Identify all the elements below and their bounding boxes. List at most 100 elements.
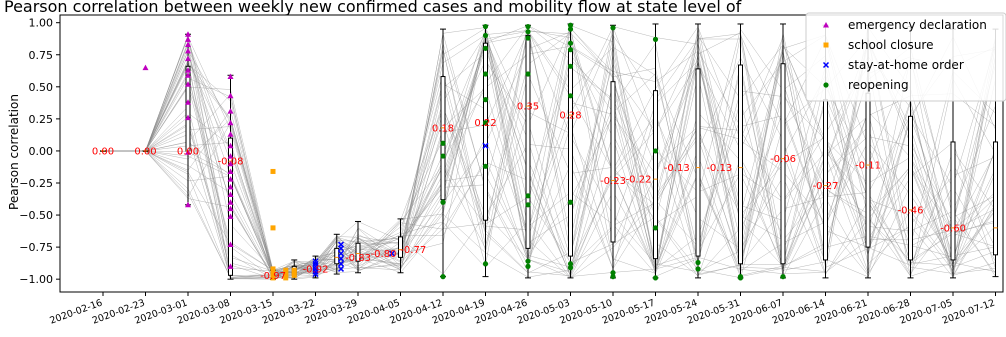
median-value-label: -0.13 bbox=[664, 163, 690, 174]
event-marker bbox=[482, 120, 489, 126]
state-line bbox=[103, 25, 996, 276]
median-value-label: 0.35 bbox=[517, 102, 539, 113]
legend: emergency declaration school closure stay-… bbox=[805, 12, 1006, 102]
event-marker bbox=[227, 73, 234, 80]
box-body bbox=[568, 49, 573, 257]
event-marker bbox=[227, 213, 234, 219]
event-marker bbox=[227, 191, 234, 198]
event-marker bbox=[337, 255, 345, 262]
box-body bbox=[738, 64, 743, 265]
event-marker bbox=[227, 153, 234, 159]
median-value-label: -0.46 bbox=[898, 205, 924, 216]
legend-entry: reopening bbox=[848, 78, 909, 92]
event-marker bbox=[227, 92, 234, 99]
event-marker bbox=[227, 108, 234, 114]
event-marker bbox=[227, 142, 234, 149]
median-value-label: -0.77 bbox=[400, 245, 426, 256]
y-tick-label: −0.75 bbox=[19, 241, 53, 254]
legend-entry: school closure bbox=[848, 38, 933, 52]
event-marker bbox=[652, 148, 659, 154]
event-marker bbox=[283, 270, 289, 276]
event-marker bbox=[695, 266, 701, 272]
box-body bbox=[950, 141, 956, 261]
event-marker bbox=[610, 270, 616, 276]
event-marker bbox=[525, 193, 531, 199]
event-marker bbox=[185, 99, 191, 105]
state-line bbox=[103, 30, 996, 275]
state-line bbox=[103, 27, 996, 275]
event-marker bbox=[227, 263, 234, 269]
median-value-label: 0.28 bbox=[559, 111, 581, 122]
event-marker bbox=[780, 274, 786, 280]
box-body bbox=[823, 99, 828, 261]
event-marker bbox=[185, 67, 191, 73]
median-value-label: -0.97 bbox=[260, 271, 286, 282]
event-marker bbox=[337, 265, 345, 272]
event-marker bbox=[440, 199, 446, 205]
event-marker bbox=[185, 114, 191, 121]
median-value-label: 0.00 bbox=[92, 146, 114, 157]
box-body bbox=[695, 68, 701, 257]
event-marker bbox=[482, 142, 489, 149]
chart-title: Pearson correlation between weekly new c… bbox=[4, 0, 742, 16]
event-marker bbox=[283, 272, 289, 278]
state-line bbox=[103, 32, 996, 276]
legend-marker bbox=[823, 82, 829, 88]
legend-entry: stay-at-home order bbox=[848, 58, 964, 72]
y-axis-label: Pearson correlation bbox=[7, 94, 21, 210]
event-marker bbox=[440, 153, 446, 159]
y-tick-label: 0.25 bbox=[29, 113, 54, 126]
event-marker bbox=[227, 241, 234, 248]
median-value-label: -0.23 bbox=[600, 176, 626, 187]
event-marker bbox=[525, 263, 531, 269]
event-marker bbox=[227, 183, 234, 190]
state-line bbox=[103, 32, 996, 278]
event-marker bbox=[185, 72, 191, 78]
box-body bbox=[908, 115, 913, 261]
median-value-label: -0.08 bbox=[218, 157, 244, 168]
event-marker bbox=[291, 267, 297, 273]
event-marker bbox=[185, 31, 191, 37]
y-tick-label: 1.00 bbox=[29, 17, 54, 30]
event-marker bbox=[652, 275, 659, 281]
event-marker bbox=[737, 275, 744, 281]
box-body bbox=[440, 76, 446, 201]
y-tick-label: 0.75 bbox=[29, 49, 54, 62]
legend-marker bbox=[823, 22, 829, 28]
box-body bbox=[334, 247, 340, 265]
state-line bbox=[103, 33, 996, 278]
box-body bbox=[993, 141, 998, 256]
event-marker bbox=[525, 71, 531, 77]
event-marker bbox=[337, 260, 345, 267]
median-value-label: 0.18 bbox=[432, 123, 454, 134]
y-tick-label: 0.50 bbox=[29, 81, 54, 94]
event-marker bbox=[185, 41, 191, 47]
event-marker bbox=[610, 25, 616, 31]
event-marker bbox=[525, 29, 531, 35]
event-marker bbox=[610, 274, 616, 280]
event-marker bbox=[270, 266, 276, 272]
event-marker bbox=[227, 199, 234, 205]
event-marker bbox=[567, 47, 574, 53]
event-marker bbox=[440, 274, 446, 280]
event-marker bbox=[227, 131, 234, 137]
legend-entry: emergency declaration bbox=[848, 18, 987, 32]
box-body bbox=[610, 81, 616, 243]
event-marker bbox=[525, 35, 531, 41]
event-marker bbox=[283, 267, 289, 273]
event-marker bbox=[482, 163, 489, 169]
event-marker bbox=[482, 261, 489, 267]
event-marker bbox=[185, 81, 191, 87]
event-marker bbox=[388, 250, 396, 257]
event-marker bbox=[567, 63, 574, 69]
state-line bbox=[103, 34, 996, 279]
event-marker bbox=[185, 47, 191, 54]
median-value-label: -0.13 bbox=[706, 163, 732, 174]
event-marker bbox=[270, 275, 276, 281]
state-line bbox=[103, 33, 996, 279]
box-body bbox=[185, 65, 191, 152]
median-value-label: -0.27 bbox=[813, 181, 839, 192]
event-marker bbox=[185, 201, 191, 208]
plot-frame bbox=[59, 14, 1004, 293]
event-marker bbox=[525, 23, 531, 30]
